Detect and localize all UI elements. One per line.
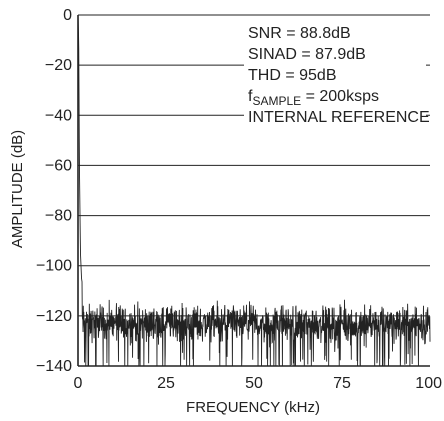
x-tick-label: 100 (415, 375, 442, 392)
y-tick-label: −40 (45, 107, 72, 124)
annotation-fsample-sub: SAMPLE (252, 94, 301, 108)
y-tick-label: −120 (36, 308, 72, 325)
annotation-reference: INTERNAL REFERENCE (248, 109, 430, 126)
y-tick-label: −60 (45, 157, 72, 174)
spectrum-line (77, 14, 431, 367)
y-axis-title: AMPLITUDE (dB) (9, 130, 26, 248)
annotation-thd: THD = 95dB (248, 67, 336, 84)
annotation-fsample: fSAMPLE = 200ksps (248, 88, 379, 108)
x-tick-label: 50 (245, 375, 263, 392)
plot-frame (77, 15, 430, 367)
annotation-fsample-f: f (248, 88, 253, 105)
annotation-fsample-value: = 200ksps (301, 88, 379, 105)
y-tick-label: −140 (36, 358, 72, 375)
y-tick-label: −100 (36, 258, 72, 275)
annotation-background (244, 20, 426, 130)
annotation-sinad: SINAD = 87.9dB (248, 46, 366, 63)
x-tick-label: 75 (333, 375, 351, 392)
x-tick-label: 25 (157, 375, 175, 392)
spectrum-trace (77, 14, 431, 367)
y-tick-label: −80 (45, 208, 72, 225)
x-axis-title: FREQUENCY (kHz) (186, 399, 320, 416)
y-tick-label: −20 (45, 57, 72, 74)
y-tick-label: 0 (63, 7, 72, 24)
annotation-snr: SNR = 88.8dB (248, 25, 351, 42)
x-tick-label: 0 (74, 375, 83, 392)
